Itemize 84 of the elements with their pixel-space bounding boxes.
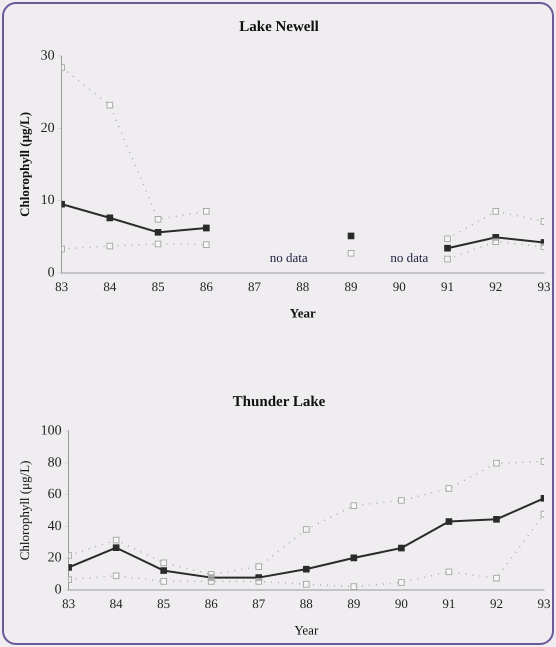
point — [302, 580, 310, 588]
x-tick-label: 90 — [394, 596, 408, 612]
point — [398, 544, 405, 552]
x-tick-label: 92 — [490, 596, 503, 612]
point — [446, 568, 452, 576]
x-tick-label: 83 — [55, 279, 68, 294]
point — [493, 460, 500, 467]
x-tick-label: 88 — [300, 596, 313, 612]
x-tick-label: 90 — [392, 279, 406, 294]
point — [106, 242, 114, 250]
x-tick-label: 87 — [248, 279, 262, 294]
point — [492, 208, 500, 215]
y-tick-label: 80 — [48, 455, 62, 470]
point — [208, 571, 215, 578]
x-tick-label: 85 — [157, 596, 170, 612]
point — [208, 578, 215, 585]
point — [112, 544, 120, 552]
x-tick-label: 93 — [538, 279, 550, 294]
point — [350, 554, 358, 562]
point — [446, 518, 452, 525]
y-tick-label: 0 — [48, 265, 55, 280]
point — [492, 238, 500, 246]
point — [112, 536, 120, 544]
point — [154, 216, 162, 223]
annotation: no data — [390, 250, 428, 266]
point — [160, 578, 168, 585]
x-tick-label: 83 — [62, 596, 76, 612]
point — [255, 563, 262, 570]
point — [446, 485, 452, 492]
x-axis-title: Year — [294, 622, 319, 638]
point — [106, 214, 114, 222]
point — [350, 502, 358, 509]
y-axis-title: Chlorophyll (μg/L) — [17, 112, 32, 217]
point — [202, 241, 210, 248]
x-tick-label: 85 — [152, 279, 165, 294]
point — [444, 236, 451, 242]
x-tick-label: 86 — [204, 596, 218, 612]
point — [160, 559, 168, 566]
chart-title: Thunder Lake — [232, 394, 326, 410]
x-tick-label: 89 — [347, 596, 360, 612]
point — [350, 583, 358, 590]
x-tick-label: 87 — [252, 596, 266, 612]
x-tick-label: 92 — [489, 279, 502, 294]
point — [202, 208, 210, 215]
point — [444, 244, 451, 252]
point — [398, 579, 405, 586]
y-tick-label: 20 — [48, 550, 62, 566]
point — [112, 572, 120, 580]
y-tick-label: 60 — [48, 487, 62, 502]
point — [106, 102, 114, 108]
x-tick-label: 93 — [538, 596, 550, 612]
y-tick-label: 10 — [40, 193, 55, 208]
x-tick-label: 86 — [200, 279, 214, 294]
x-tick-label: 91 — [441, 279, 454, 294]
x-tick-label: 84 — [103, 279, 117, 294]
point — [493, 574, 500, 582]
point — [398, 497, 405, 504]
point — [154, 240, 162, 248]
x-axis-title: Year — [290, 306, 316, 321]
point — [302, 566, 310, 572]
y-tick-label: 20 — [40, 120, 55, 136]
y-tick-label: 0 — [54, 582, 62, 598]
point — [348, 250, 354, 257]
point — [348, 232, 354, 240]
point — [302, 526, 310, 533]
point — [492, 234, 500, 241]
y-axis-title: Chlorophyll (μg/L) — [17, 460, 32, 560]
y-tick-label: 100 — [40, 424, 62, 439]
point — [160, 567, 168, 574]
annotation: no data — [270, 250, 308, 266]
point — [202, 224, 210, 232]
point — [154, 229, 162, 236]
point — [444, 256, 451, 262]
chart-title: Lake Newell — [239, 18, 319, 35]
point — [255, 574, 262, 581]
point — [493, 516, 500, 523]
point — [208, 574, 215, 581]
x-tick-label: 89 — [344, 279, 358, 294]
point — [255, 578, 262, 585]
y-tick-label: 40 — [48, 518, 62, 534]
x-tick-label: 91 — [442, 596, 456, 612]
x-tick-label: 88 — [296, 279, 310, 294]
x-tick-label: 84 — [110, 596, 124, 612]
y-tick-label: 30 — [40, 48, 55, 64]
